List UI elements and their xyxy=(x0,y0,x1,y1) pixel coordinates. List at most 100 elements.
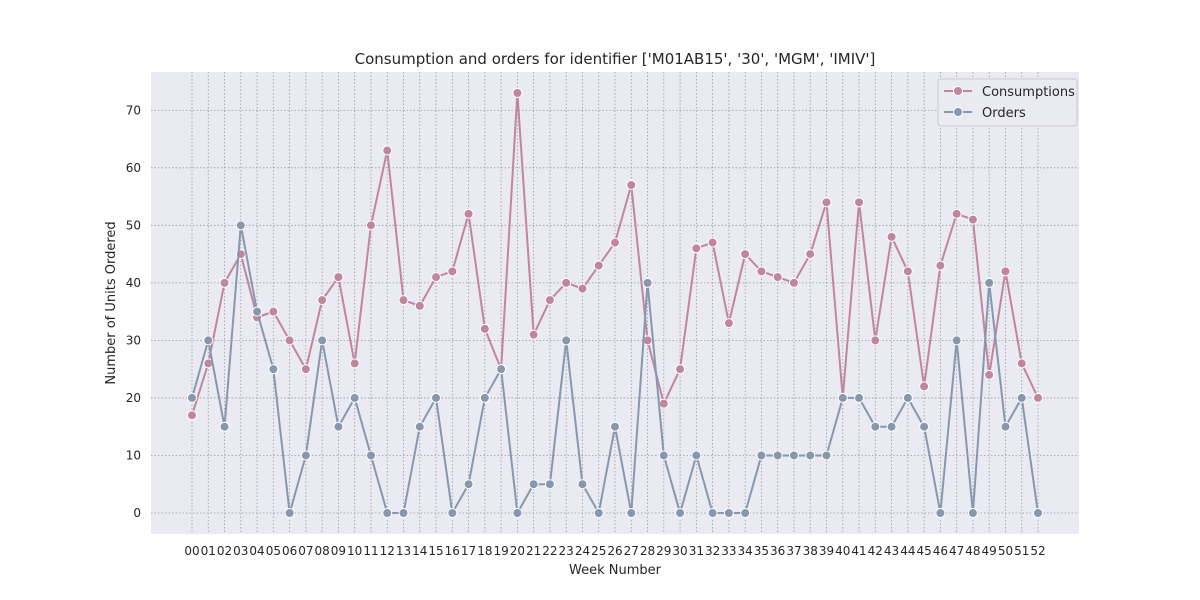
legend-marker xyxy=(953,86,963,96)
data-point xyxy=(349,358,360,369)
x-tick-label: 18 xyxy=(477,544,492,558)
data-point xyxy=(447,508,458,518)
legend-label: Consumptions xyxy=(982,85,1075,100)
legend-label: Orders xyxy=(982,106,1026,121)
data-point xyxy=(300,364,311,375)
y-tick-label: 60 xyxy=(126,161,141,175)
x-tick-label: 09 xyxy=(331,544,346,558)
x-tick-label: 15 xyxy=(428,544,443,558)
data-point xyxy=(219,277,230,288)
data-point xyxy=(821,450,832,461)
data-point xyxy=(479,323,490,334)
x-tick-label: 12 xyxy=(380,544,395,558)
y-tick-label: 20 xyxy=(126,391,141,405)
x-tick-label: 26 xyxy=(607,544,622,558)
data-point xyxy=(902,392,913,403)
data-point xyxy=(984,277,995,288)
x-tick-label: 00 xyxy=(184,544,199,558)
data-point xyxy=(512,508,523,518)
legend-marker xyxy=(953,107,963,117)
data-point xyxy=(642,277,653,288)
x-tick-label: 06 xyxy=(282,544,297,558)
data-point xyxy=(854,197,865,208)
data-point xyxy=(1033,508,1043,518)
data-point xyxy=(203,335,214,346)
data-point xyxy=(951,335,962,346)
data-point xyxy=(821,197,832,208)
legend-item: Orders xyxy=(944,106,1026,121)
x-tick-label: 33 xyxy=(721,544,736,558)
data-point xyxy=(886,231,897,242)
data-point xyxy=(1016,358,1027,369)
data-point xyxy=(805,450,816,461)
x-tick-label: 35 xyxy=(754,544,769,558)
data-point xyxy=(496,364,507,375)
data-point xyxy=(691,450,702,461)
data-point xyxy=(610,421,620,432)
legend: Consumptions Orders xyxy=(937,78,1078,127)
x-tick-label: 27 xyxy=(624,544,639,558)
x-tick-label: 43 xyxy=(884,544,899,558)
data-point xyxy=(463,479,474,490)
x-tick-label: 45 xyxy=(916,544,931,558)
data-point xyxy=(805,249,816,260)
series-layer xyxy=(187,88,1043,518)
x-axis-label: Week Number xyxy=(569,563,662,578)
x-tick-label: 37 xyxy=(786,544,801,558)
legend-item: Consumptions xyxy=(944,85,1075,100)
x-tick-label: 03 xyxy=(233,544,248,558)
x-tick-label: 31 xyxy=(689,544,704,558)
data-point xyxy=(528,479,539,490)
x-tick-label: 38 xyxy=(803,544,818,558)
data-point xyxy=(756,450,767,461)
data-point xyxy=(788,450,799,461)
data-point xyxy=(870,335,881,346)
x-tick-label: 32 xyxy=(705,544,720,558)
y-tick-label: 0 xyxy=(133,506,141,520)
data-point xyxy=(740,508,751,518)
data-point xyxy=(333,421,344,432)
y-tick-label: 10 xyxy=(126,448,141,462)
data-point xyxy=(431,272,442,283)
x-tick-label: 20 xyxy=(510,544,525,558)
data-point xyxy=(740,249,751,260)
data-point xyxy=(414,300,425,311)
data-point xyxy=(447,266,458,277)
data-point xyxy=(187,392,197,403)
y-tick-label: 70 xyxy=(126,103,141,117)
x-tick-label: 36 xyxy=(770,544,785,558)
x-tick-label: 39 xyxy=(819,544,834,558)
x-tick-label: 47 xyxy=(949,544,964,558)
data-point xyxy=(788,277,799,288)
data-point xyxy=(935,260,946,271)
data-point xyxy=(902,266,913,277)
x-axis-ticks: 00 01 02 03 04 05 06 07 08 09 10 11 12 13 14 15 16 17 18 19… xyxy=(184,544,1045,558)
data-point xyxy=(675,364,686,375)
data-point xyxy=(414,421,425,432)
data-point xyxy=(561,277,572,288)
x-tick-label: 52 xyxy=(1030,544,1045,558)
x-tick-label: 02 xyxy=(217,544,232,558)
data-point xyxy=(333,272,344,283)
data-point xyxy=(593,260,604,271)
x-tick-label: 44 xyxy=(900,544,915,558)
data-point xyxy=(349,392,360,403)
data-point xyxy=(398,508,409,518)
series-orders xyxy=(187,220,1043,518)
data-point xyxy=(544,479,555,490)
data-point xyxy=(268,306,279,317)
data-point xyxy=(187,410,197,421)
x-tick-label: 05 xyxy=(266,544,281,558)
x-tick-label: 11 xyxy=(363,544,378,558)
data-point xyxy=(1000,421,1011,432)
data-point xyxy=(479,392,490,403)
data-point xyxy=(252,306,263,317)
x-tick-label: 30 xyxy=(672,544,687,558)
y-tick-label: 50 xyxy=(126,218,141,232)
data-point xyxy=(675,508,686,518)
data-point xyxy=(919,381,930,392)
x-tick-label: 41 xyxy=(851,544,866,558)
x-tick-label: 49 xyxy=(982,544,997,558)
data-point xyxy=(967,508,978,518)
